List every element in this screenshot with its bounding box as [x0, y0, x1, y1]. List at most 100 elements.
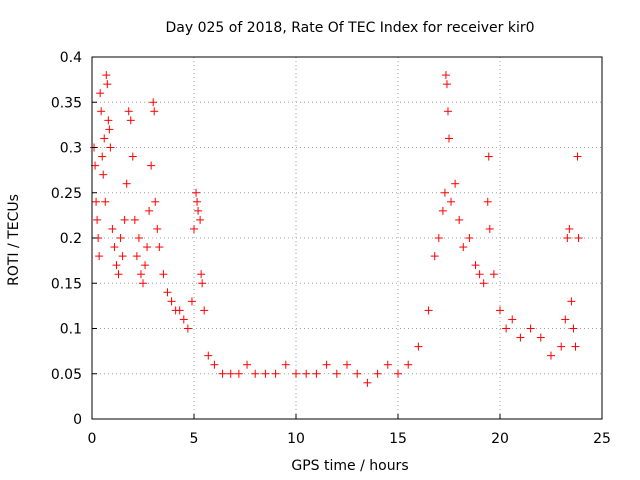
data-point [194, 206, 203, 215]
data-point [147, 161, 156, 170]
data-point [130, 215, 139, 224]
data-point [155, 243, 164, 252]
x-tick-label: 25 [593, 431, 611, 447]
data-point [574, 234, 583, 242]
data-point [516, 333, 525, 342]
x-tick-label: 20 [491, 431, 509, 447]
data-point [151, 197, 160, 206]
data-point [567, 297, 576, 306]
data-point [96, 89, 105, 98]
y-axis: 0 0.05 0.1 0.15 0.2 0.25 0.3 0.35 0.4 [51, 50, 97, 428]
data-point [200, 306, 209, 315]
data-point [547, 351, 555, 360]
y-tick-label: 0.05 [51, 367, 82, 383]
data-point [302, 369, 311, 378]
x-axis: 0 5 10 15 20 25 [88, 414, 611, 447]
data-point [438, 206, 447, 215]
data-point [128, 152, 137, 161]
data-point [261, 369, 270, 378]
data-point [424, 306, 433, 315]
data-point [571, 342, 580, 351]
data-point [145, 206, 154, 215]
data-point [132, 252, 141, 261]
data-point [569, 324, 578, 333]
data-point [455, 215, 464, 224]
data-point [190, 224, 198, 233]
x-tick-label: 15 [389, 431, 407, 447]
data-point [526, 324, 535, 333]
data-point [465, 234, 474, 242]
data-point [99, 170, 108, 179]
data-point [234, 369, 243, 378]
chart-title: Day 025 of 2018, Rate Of TEC Index for r… [165, 20, 534, 36]
data-point [440, 188, 449, 197]
data-point [496, 306, 504, 315]
data-point [485, 224, 494, 233]
y-tick-label: 0.35 [51, 95, 82, 111]
y-tick-label: 0 [73, 412, 82, 428]
data-point [108, 224, 117, 233]
data-point [192, 188, 201, 197]
data-point [105, 125, 114, 134]
data-point [557, 342, 566, 351]
data-point [414, 342, 423, 351]
data-point [179, 315, 188, 324]
data-point [383, 360, 392, 369]
data-point [373, 369, 382, 378]
data-point [150, 107, 159, 116]
data-point [93, 215, 102, 224]
data-point [134, 234, 143, 242]
data-point [204, 351, 213, 360]
data-point [443, 107, 452, 116]
data-point [312, 369, 321, 378]
data-point [100, 134, 109, 143]
data-point [502, 324, 511, 333]
data-point [106, 143, 115, 152]
data-point [353, 369, 362, 378]
data-point [332, 369, 341, 378]
y-tick-label: 0.1 [60, 322, 82, 338]
data-point [193, 197, 202, 206]
data-point [159, 270, 168, 279]
data-point [124, 107, 133, 116]
data-point [95, 252, 104, 261]
data-point [363, 378, 372, 387]
data-point [561, 315, 570, 324]
data-point [430, 252, 439, 261]
data-point [97, 107, 106, 116]
data-point [98, 152, 107, 161]
y-tick-label: 0.15 [51, 276, 82, 292]
data-point [508, 315, 517, 324]
data-point [445, 134, 453, 143]
data-point [475, 270, 484, 279]
data-point [153, 224, 162, 233]
data-point [483, 197, 492, 206]
data-point [101, 197, 110, 206]
data-point [343, 360, 351, 369]
data-point [565, 224, 574, 233]
data-point [92, 197, 101, 206]
data-point [479, 279, 488, 288]
data-point [187, 297, 196, 306]
data-point [120, 215, 129, 224]
data-point [451, 179, 460, 188]
data-point [471, 261, 480, 270]
x-tick-label: 0 [88, 431, 97, 447]
data-point [484, 152, 493, 161]
data-point [102, 71, 111, 80]
y-tick-label: 0.25 [51, 186, 82, 202]
data-point [196, 215, 205, 224]
data-point [447, 197, 456, 206]
data-point [175, 306, 184, 315]
data-point [459, 243, 468, 252]
data-point [143, 243, 152, 252]
data-point [210, 360, 219, 369]
data-point [442, 80, 451, 89]
data-point [118, 252, 127, 261]
data-point [104, 116, 113, 125]
data-point [139, 279, 147, 288]
y-tick-label: 0.2 [60, 231, 82, 247]
data-point [226, 369, 235, 378]
data-point [136, 270, 145, 279]
